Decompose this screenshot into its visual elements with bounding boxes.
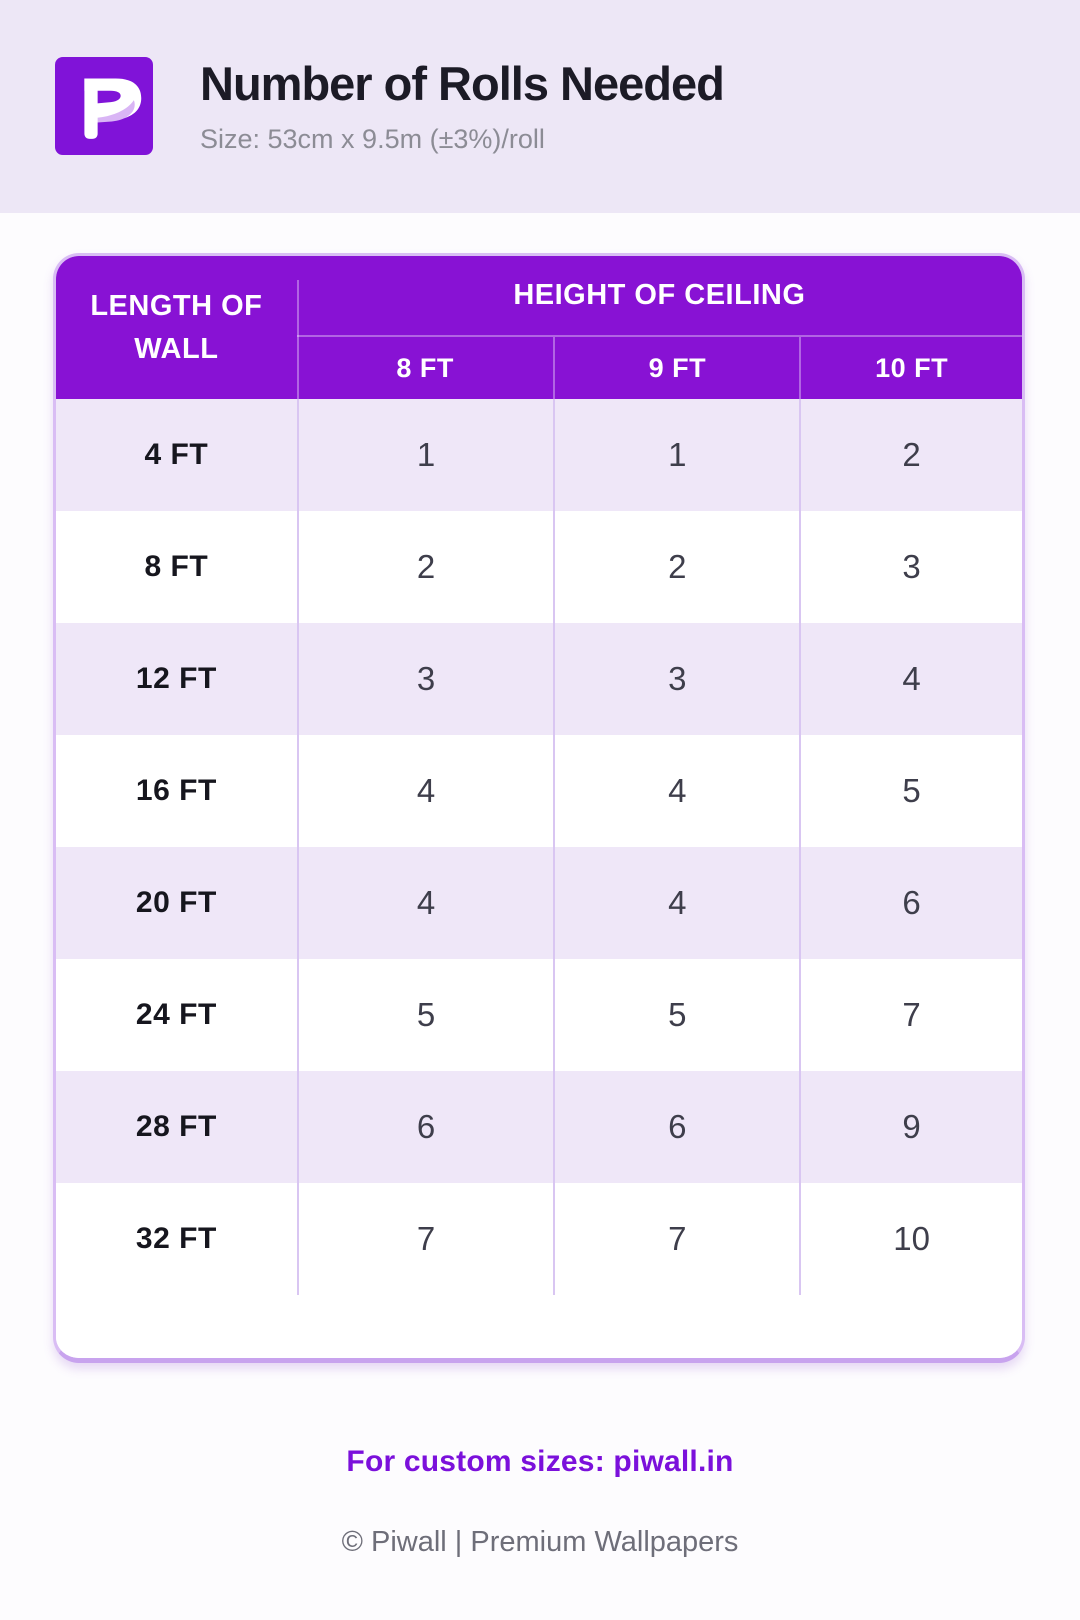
- col-header-10ft: 10 FT: [799, 335, 1022, 399]
- header-column-divider: [296, 280, 299, 399]
- card-bottom-padding: [56, 1295, 1022, 1358]
- row-label: 28 FT: [135, 1110, 217, 1143]
- col-header-8ft: 8 FT: [296, 335, 554, 399]
- row-label: 32 FT: [135, 1222, 217, 1255]
- rolls-value: 6: [553, 1071, 799, 1183]
- table-row: 4 FT 1 1 2: [56, 399, 1022, 511]
- custom-sizes-link[interactable]: For custom sizes: piwall.in: [346, 1445, 734, 1478]
- piwall-logo-icon: [55, 57, 153, 155]
- rolls-value: 6: [296, 1071, 554, 1183]
- rolls-value: 7: [296, 1183, 554, 1295]
- rolls-value: 9: [799, 1071, 1022, 1183]
- rolls-value: 2: [296, 511, 554, 623]
- col-header-9ft: 9 FT: [553, 335, 800, 399]
- rolls-value: 6: [799, 847, 1022, 959]
- table-row: 24 FT 5 5 7: [56, 959, 1022, 1071]
- col-header-length-of-wall: LENGTH OF WALL: [90, 290, 263, 365]
- row-label: 16 FT: [135, 774, 217, 807]
- piwall-logo: [55, 57, 153, 155]
- col-group-header-height-of-ceiling: HEIGHT OF CEILING: [513, 279, 806, 311]
- rolls-value: 5: [553, 959, 799, 1071]
- row-label: 4 FT: [144, 438, 209, 471]
- row-label: 8 FT: [144, 550, 209, 583]
- rolls-value: 3: [799, 511, 1022, 623]
- table-row: 8 FT 2 2 3: [56, 511, 1022, 623]
- rolls-value: 2: [799, 399, 1022, 511]
- rolls-value: 5: [296, 959, 554, 1071]
- table-row: 16 FT 4 4 5: [56, 735, 1022, 847]
- rolls-value: 3: [553, 623, 799, 735]
- rolls-value: 4: [553, 735, 799, 847]
- table-row: 28 FT 6 6 9: [56, 1071, 1022, 1183]
- rolls-value: 7: [553, 1183, 799, 1295]
- rolls-value: 2: [553, 511, 799, 623]
- rolls-value: 4: [296, 847, 554, 959]
- table-body: 4 FT 1 1 2 8 FT 2 2 3 12 FT 3 3 4 16 FT 4 4 5 20 FT 4 4 6 24…: [56, 399, 1022, 1295]
- table-header: LENGTH OF WALL HEIGHT OF CEILING 8 FT 9 …: [56, 256, 1022, 399]
- page-title: Number of Rolls Needed: [200, 57, 725, 110]
- table-row: 20 FT 4 4 6: [56, 847, 1022, 959]
- rolls-value: 7: [799, 959, 1022, 1071]
- copyright-text: © Piwall | Premium Wallpapers: [341, 1526, 739, 1558]
- rolls-value: 4: [296, 735, 554, 847]
- rolls-value: 5: [799, 735, 1022, 847]
- header-band: [0, 0, 1080, 213]
- rolls-value: 1: [553, 399, 799, 511]
- header-titles: Number of Rolls Needed Size: 53cm x 9.5m…: [200, 57, 725, 155]
- row-label: 20 FT: [135, 886, 217, 919]
- rolls-value: 1: [296, 399, 554, 511]
- table-row: 32 FT 7 7 10: [56, 1183, 1022, 1295]
- row-label: 24 FT: [135, 998, 217, 1031]
- table-row: 12 FT 3 3 4: [56, 623, 1022, 735]
- rolls-value: 10: [799, 1183, 1022, 1295]
- rolls-value: 3: [296, 623, 554, 735]
- rolls-table-card: LENGTH OF WALL HEIGHT OF CEILING 8 FT 9 …: [53, 253, 1025, 1363]
- rolls-value: 4: [799, 623, 1022, 735]
- page-subtitle: Size: 53cm x 9.5m (±3%)/roll: [200, 123, 545, 154]
- row-label: 12 FT: [135, 662, 217, 695]
- rolls-value: 4: [553, 847, 799, 959]
